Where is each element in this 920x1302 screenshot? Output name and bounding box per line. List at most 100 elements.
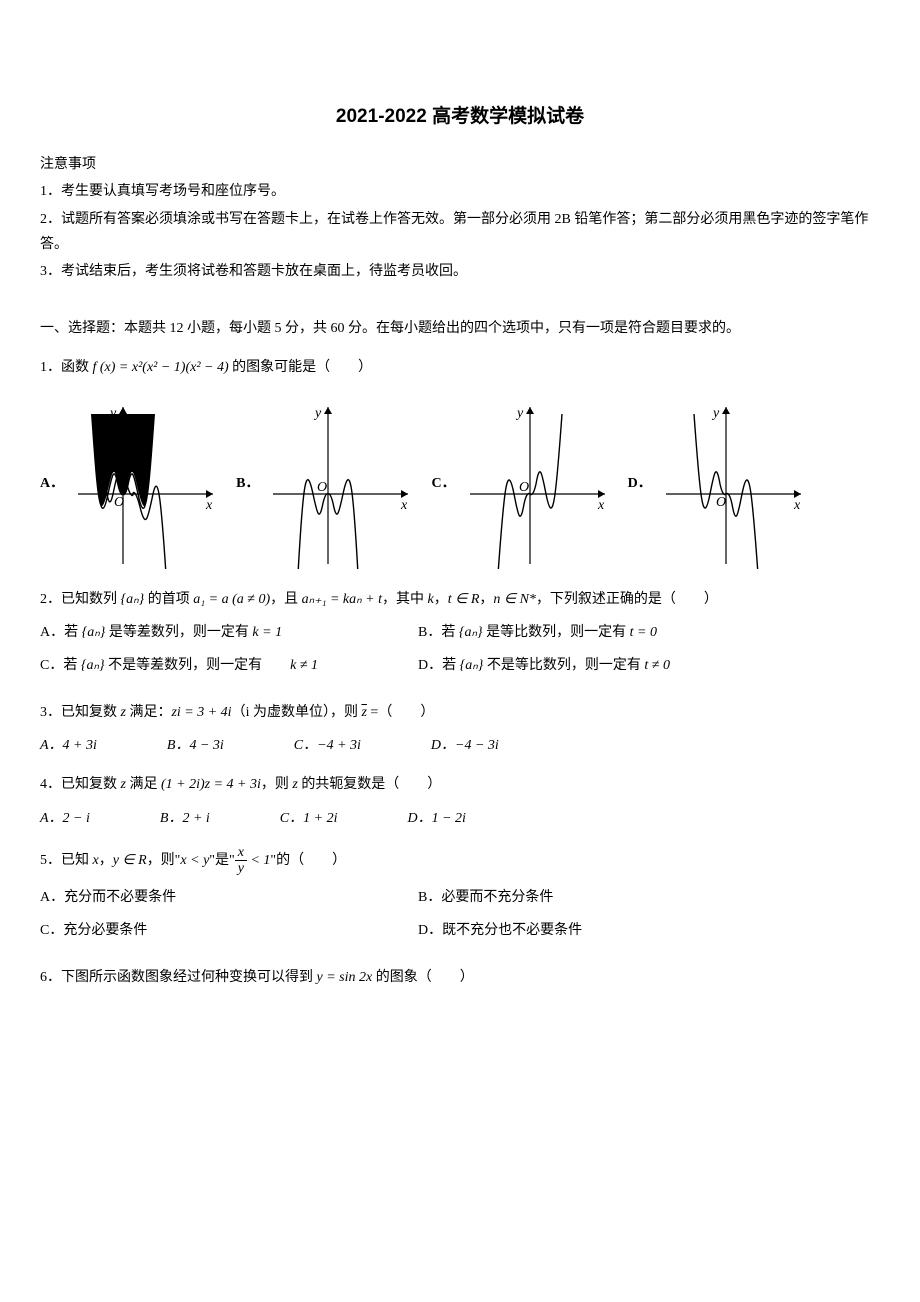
q3-option-d[interactable]: D．−4 − 3i [431,733,499,758]
q5-ineq1: x < y [180,853,209,868]
svg-text:y: y [711,406,720,421]
q3-mid1: 满足： [126,705,172,720]
notice-item-1: 1．考生要认真填写考场号和座位序号。 [40,179,880,204]
q2-post: ，下列叙述正确的是（ ） [536,592,718,607]
q2-mid2: ，且 [270,592,302,607]
q2-a1: a₁ = a (a ≠ 0) [193,592,270,607]
svg-text:y: y [515,406,524,421]
q1-option-d[interactable]: D． O x y [628,399,806,569]
q2c-mid: 不是等差数列，则一定有 [105,658,291,673]
q4-options: A．2 − i B．2 + i C．1 + 2i D．1 − 2i [40,806,880,831]
q5-option-c[interactable]: C．充分必要条件 [40,918,418,943]
q5-stem: 5．已知 x，y ∈ R，则"x < y"是"xy < 1"的（ ） [40,845,880,877]
q2b-eq: t = 0 [630,625,657,640]
q2d-pre: D．若 [418,658,460,673]
q2a-eq: k = 1 [252,625,282,640]
q2a-mid: 是等差数列，则一定有 [105,625,252,640]
q2-pre: 2．已知数列 [40,592,121,607]
q2c-seq: {aₙ} [81,658,105,673]
q4-mid2: ，则 [261,777,293,792]
q1-option-c[interactable]: C． O x y [431,399,609,569]
q2-n: n ∈ N* [493,592,536,607]
q1-option-b[interactable]: B． O x y [236,399,413,569]
q5-mid2: "是" [209,853,234,868]
q1-label-c: C． [431,471,455,496]
q2b-mid: 是等比数列，则一定有 [483,625,630,640]
q5-option-b[interactable]: B．必要而不充分条件 [418,885,796,910]
svg-text:y: y [313,406,322,421]
q2c-pre: C．若 [40,658,81,673]
q5-pre: 5．已知 [40,853,93,868]
question-4: 4．已知复数 z 满足 (1 + 2i)z = 4 + 3i，则 z 的共轭复数… [40,772,880,830]
q2-stem: 2．已知数列 {aₙ} 的首项 a₁ = a (a ≠ 0)，且 aₙ₊₁ = … [40,587,880,612]
svg-text:x: x [597,498,605,513]
q1-option-a[interactable]: A． O x y [40,399,218,569]
svg-text:O: O [716,495,726,510]
q2-option-a[interactable]: A．若 {aₙ} 是等差数列，则一定有 k = 1 [40,620,418,645]
q2-option-b[interactable]: B．若 {aₙ} 是等比数列，则一定有 t = 0 [418,620,796,645]
notice-heading: 注意事项 [40,152,880,177]
q1-label-a: A． [40,471,64,496]
question-2: 2．已知数列 {aₙ} 的首项 a₁ = a (a ≠ 0)，且 aₙ₊₁ = … [40,587,880,687]
question-3: 3．已知复数 z 满足：zi = 3 + 4i（i 为虚数单位），则 z =（ … [40,700,880,758]
q2-mid3: ，其中 [382,592,428,607]
q2-options: A．若 {aₙ} 是等差数列，则一定有 k = 1 B．若 {aₙ} 是等比数列… [40,620,880,686]
q6-eq: y = sin 2x [317,970,373,985]
svg-text:x: x [793,498,801,513]
svg-text:O: O [114,495,124,510]
q2b-pre: B．若 [418,625,459,640]
q2-rec: aₙ₊₁ = kaₙ + t [302,592,382,607]
svg-text:x: x [400,498,408,513]
q2-c1: ， [434,592,448,607]
q4-option-b[interactable]: B．2 + i [160,806,210,831]
section-1-heading: 一、选择题：本题共 12 小题，每小题 5 分，共 60 分。在每小题给出的四个… [40,316,880,341]
q4-pre: 4．已知复数 [40,777,121,792]
q5-frac-num: x [235,845,247,860]
exam-title: 2021-2022 高考数学模拟试卷 [40,100,880,134]
q1-stem: 1．函数 f (x) = x²(x² − 1)(x² − 4) 的图象可能是（ … [40,355,880,380]
q4-option-c[interactable]: C．1 + 2i [280,806,338,831]
q3-option-a[interactable]: A．4 + 3i [40,733,97,758]
q5-options: A．充分而不必要条件 B．必要而不充分条件 C．充分必要条件 D．既不充分也不必… [40,885,880,951]
q5-mid1: ，则" [147,853,181,868]
q2d-eq: t ≠ 0 [644,658,670,673]
question-6: 6．下图所示函数图象经过何种变换可以得到 y = sin 2x 的图象（ ） [40,965,880,990]
q3-option-b[interactable]: B．4 − 3i [167,733,224,758]
q2-t: t ∈ R [448,592,480,607]
q5-option-a[interactable]: A．充分而不必要条件 [40,885,418,910]
q3-option-c[interactable]: C．−4 + 3i [294,733,361,758]
svg-text:x: x [205,498,213,513]
q3-stem: 3．已知复数 z 满足：zi = 3 + 4i（i 为虚数单位），则 z =（ … [40,700,880,725]
question-1: 1．函数 f (x) = x²(x² − 1)(x² − 4) 的图象可能是（ … [40,355,880,568]
q2-mid1: 的首项 [144,592,193,607]
q2-seq: {aₙ} [121,592,145,607]
svg-text:O: O [317,480,327,495]
q3-eq: zi = 3 + 4i [171,705,231,720]
q4-option-a[interactable]: A．2 − i [40,806,90,831]
q2c-eq: k ≠ 1 [290,658,318,673]
q2-option-d[interactable]: D．若 {aₙ} 不是等比数列，则一定有 t ≠ 0 [418,653,796,678]
q2a-pre: A．若 [40,625,82,640]
q2a-seq: {aₙ} [82,625,106,640]
q2-option-c[interactable]: C．若 {aₙ} 不是等差数列，则一定有 k ≠ 1 [40,653,418,678]
q5-option-d[interactable]: D．既不充分也不必要条件 [418,918,796,943]
q1-graph-b: O x y [263,399,413,569]
q1-stem-math: f (x) = x²(x² − 1)(x² − 4) [93,360,229,375]
q1-graph-a: O x y [68,399,218,569]
q6-pre: 6．下图所示函数图象经过何种变换可以得到 [40,970,317,985]
q1-stem-post: 的图象可能是（ ） [229,360,373,375]
q4-mid1: 满足 [126,777,161,792]
notice-item-3: 3．考试结束后，考生须将试卷和答题卡放在桌面上，待监考员收回。 [40,259,880,284]
svg-text:O: O [519,480,529,495]
q1-options: A． O x y B． [40,399,880,569]
q4-option-d[interactable]: D．1 − 2i [407,806,465,831]
q1-graph-c: O x y [460,399,610,569]
q2b-seq: {aₙ} [459,625,483,640]
q5-frac: xy [235,845,247,877]
q1-label-d: D． [628,471,652,496]
question-5: 5．已知 x，y ∈ R，则"x < y"是"xy < 1"的（ ） A．充分而… [40,845,880,951]
q5-c1: ， [99,853,113,868]
q2d-mid: 不是等比数列，则一定有 [483,658,644,673]
q6-stem: 6．下图所示函数图象经过何种变换可以得到 y = sin 2x 的图象（ ） [40,965,880,990]
q4-post: 的共轭复数是（ ） [298,777,442,792]
